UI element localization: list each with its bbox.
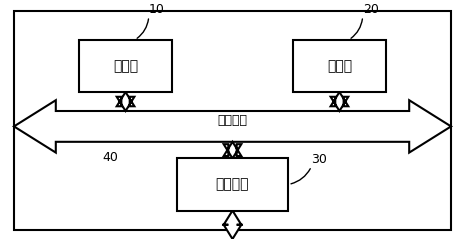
Bar <box>177 158 288 211</box>
Text: 30: 30 <box>312 153 327 166</box>
Polygon shape <box>224 211 241 239</box>
Bar <box>79 40 172 92</box>
Polygon shape <box>224 142 241 158</box>
Polygon shape <box>331 92 348 111</box>
Polygon shape <box>117 92 134 111</box>
Text: 通信总线: 通信总线 <box>218 114 247 127</box>
Text: 存储器: 存储器 <box>327 59 352 73</box>
Text: 20: 20 <box>363 3 379 16</box>
Polygon shape <box>14 100 451 152</box>
Text: 处理器: 处理器 <box>113 59 138 73</box>
Bar <box>293 40 386 92</box>
Text: 10: 10 <box>149 3 165 16</box>
Text: 通信接口: 通信接口 <box>216 178 249 191</box>
Text: 40: 40 <box>102 151 118 164</box>
